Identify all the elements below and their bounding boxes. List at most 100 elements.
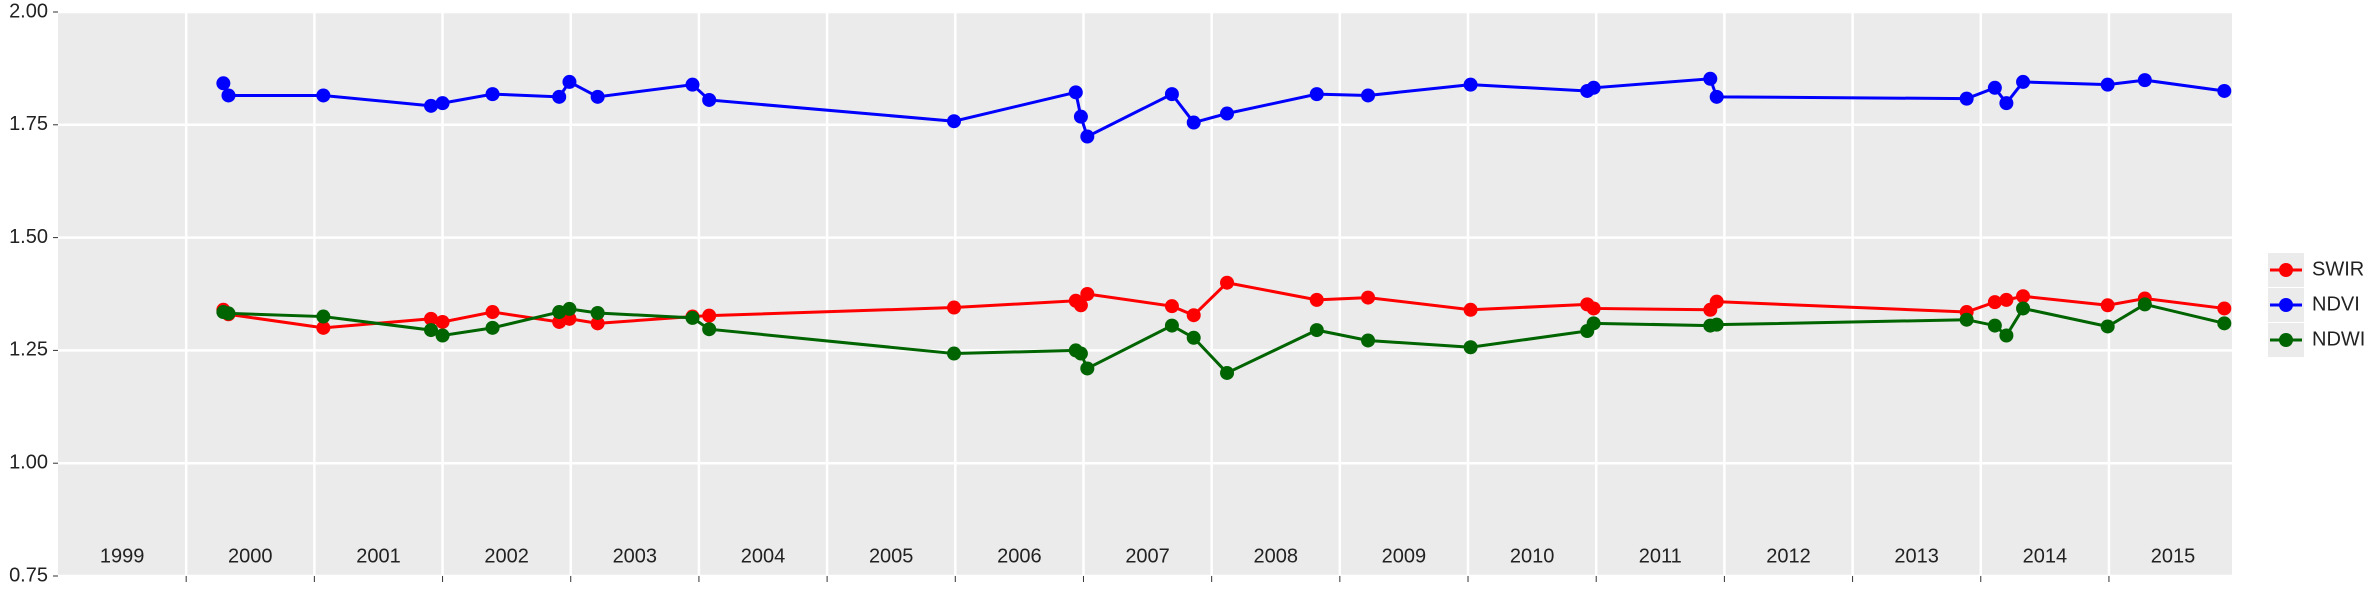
point — [2100, 319, 2115, 334]
x-tick-label: 1999 — [100, 545, 145, 567]
point — [1709, 89, 1724, 104]
point — [1987, 80, 2002, 95]
point — [221, 306, 236, 321]
point — [562, 311, 577, 326]
point — [1703, 71, 1718, 86]
x-tick-label: 2004 — [741, 545, 786, 567]
point — [1959, 312, 1974, 327]
x-tick-label: 2013 — [1894, 545, 1939, 567]
point — [1073, 346, 1088, 361]
point — [590, 89, 605, 104]
point — [485, 305, 500, 320]
y-tick-label: 2.00 — [9, 0, 48, 22]
x-tick-label: 2003 — [613, 545, 658, 567]
point — [2016, 289, 2031, 304]
x-tick-label: 2009 — [1382, 545, 1427, 567]
point — [1164, 299, 1179, 314]
x-tick-label: 2010 — [1510, 545, 1555, 567]
point — [485, 87, 500, 102]
point — [1309, 292, 1324, 307]
point — [2217, 83, 2232, 98]
y-tick-label: 1.50 — [9, 226, 48, 248]
point — [1463, 77, 1478, 92]
point — [2100, 77, 2115, 92]
y-tick-label: 1.00 — [9, 451, 48, 473]
point — [424, 98, 439, 113]
point — [1586, 301, 1601, 316]
point — [424, 311, 439, 326]
y-tick-label: 1.25 — [9, 339, 48, 361]
point — [1999, 328, 2014, 343]
point — [1309, 87, 1324, 102]
x-tick-label: 2014 — [2023, 545, 2068, 567]
point — [1586, 316, 1601, 331]
point — [1073, 298, 1088, 313]
point — [1080, 129, 1095, 144]
point — [1463, 302, 1478, 317]
point — [1999, 96, 2014, 111]
point — [552, 89, 567, 104]
point — [216, 76, 231, 91]
point — [590, 316, 605, 331]
point — [316, 320, 331, 335]
point — [435, 328, 450, 343]
point — [424, 323, 439, 338]
x-tick-label: 2015 — [2151, 545, 2196, 567]
point — [435, 96, 450, 111]
point — [590, 305, 605, 320]
point — [1186, 115, 1201, 130]
point — [562, 301, 577, 316]
point — [1463, 340, 1478, 355]
point — [2137, 297, 2152, 312]
point — [1999, 292, 2014, 307]
point — [485, 320, 500, 335]
point — [2100, 298, 2115, 313]
point — [1220, 365, 1235, 380]
point — [221, 88, 236, 103]
point — [1709, 317, 1724, 332]
point — [1361, 290, 1376, 305]
y-tick-label: 0.75 — [9, 564, 48, 586]
point — [947, 300, 962, 315]
legend-label: SWIR — [2312, 258, 2364, 280]
point — [562, 74, 577, 89]
point — [1361, 88, 1376, 103]
point — [316, 309, 331, 324]
point — [685, 77, 700, 92]
legend-label: NDVI — [2312, 293, 2360, 315]
point — [1186, 330, 1201, 345]
legend-point — [2279, 263, 2293, 277]
point — [702, 308, 717, 323]
point — [1164, 318, 1179, 333]
point — [702, 92, 717, 107]
legend-point — [2279, 298, 2293, 312]
point — [1987, 295, 2002, 310]
point — [2016, 301, 2031, 316]
legend-label: NDWI — [2312, 328, 2365, 350]
point — [1186, 308, 1201, 323]
point — [2016, 74, 2031, 89]
point — [2217, 301, 2232, 316]
point — [1959, 91, 1974, 106]
point — [685, 310, 700, 325]
x-tick-label: 2002 — [484, 545, 529, 567]
point — [316, 88, 331, 103]
point — [1220, 106, 1235, 121]
point — [2137, 73, 2152, 88]
point — [1586, 80, 1601, 95]
point — [1073, 109, 1088, 124]
y-tick-label: 1.75 — [9, 113, 48, 135]
point — [2217, 316, 2232, 331]
point — [435, 314, 450, 329]
x-tick-label: 2000 — [228, 545, 273, 567]
point — [702, 322, 717, 337]
x-tick-label: 2007 — [1125, 545, 1170, 567]
point — [947, 346, 962, 361]
x-tick-label: 2006 — [997, 545, 1042, 567]
x-tick-label: 2012 — [1766, 545, 1811, 567]
point — [1164, 87, 1179, 102]
point — [1068, 85, 1083, 100]
point — [1309, 323, 1324, 338]
